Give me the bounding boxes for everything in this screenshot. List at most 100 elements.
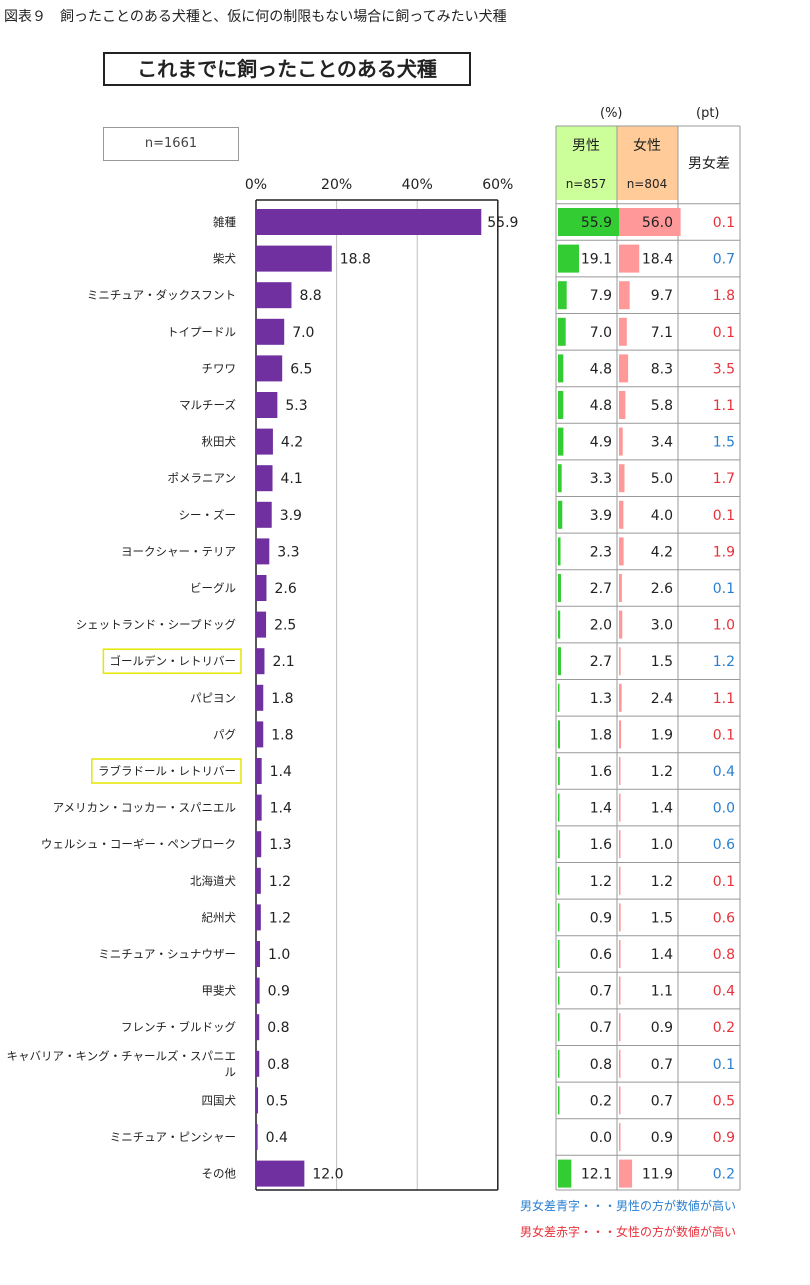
category-label: ヨークシャー・テリア [121,544,236,558]
sample-size-box: n=1661 [103,127,239,161]
x-tick-label: 40% [402,177,433,193]
category-label: シー・ズー [179,508,237,522]
female-value: 1.2 [651,764,673,780]
bar [256,245,332,272]
male-mini-bar [558,793,560,822]
diff-value: 0.1 [713,874,735,890]
diff-value: 0.1 [713,581,735,597]
diff-value: 0.1 [713,727,735,743]
female-value: 1.5 [651,654,673,670]
bar [256,392,278,418]
diff-value: 3.5 [713,361,735,377]
female-mini-bar [619,574,622,602]
female-value: 1.4 [651,801,673,817]
bar-value-label: 1.2 [269,874,291,890]
bar-value-label: 55.9 [487,215,518,231]
diff-value: 1.2 [713,654,735,670]
female-value: 11.9 [642,1167,673,1183]
bar-value-label: 0.8 [267,1057,289,1073]
x-tick-label: 60% [482,177,513,193]
figure-caption: 図表９ 飼ったことのある犬種と、仮に何の制限もない場合に飼ってみたい犬種 [4,9,507,25]
bar-value-label: 3.9 [280,508,302,524]
category-label: トイプードル [167,325,236,339]
bar [256,1014,260,1041]
category-label: マルチーズ [179,398,236,412]
male-value: 1.8 [590,727,612,743]
female-mini-bar [619,720,622,749]
diff-value: 0.7 [713,252,735,268]
bar-value-label: 0.5 [266,1093,288,1109]
male-value: 2.0 [590,618,612,634]
x-tick-label: 20% [321,177,352,193]
male-mini-bar [558,500,563,529]
bar [256,684,264,711]
male-value: 4.9 [590,435,612,451]
male-mini-bar [558,757,560,785]
male-value: 1.6 [590,764,612,780]
male-mini-bar [558,427,564,456]
diff-value: 0.2 [713,1020,735,1036]
male-mini-bar [558,354,564,383]
bar-value-label: 6.5 [290,361,312,377]
bar-value-label: 4.1 [281,471,303,487]
male-value: 7.0 [590,325,612,341]
male-value: 4.8 [590,361,612,377]
female-mini-bar [619,757,621,785]
legend-blue-note: 男女差青字・・・男性の方が数値が高い [520,1199,737,1213]
female-mini-bar [619,976,621,1005]
category-label: ミニチュア・ダックスフント [87,288,236,302]
bar [256,721,264,748]
diff-value: 0.0 [713,801,735,817]
male-mini-bar [558,281,567,310]
male-value: 0.6 [590,947,612,963]
bar [256,575,267,601]
category-label: その他 [202,1167,237,1181]
bar [256,538,270,565]
category-label: キャバリア・キング・チャールズ・スパニエ [6,1049,236,1063]
bar [256,355,283,382]
female-value: 9.7 [651,288,673,304]
male-mini-bar [558,683,560,712]
female-mini-bar [619,208,681,236]
bar [256,318,285,345]
diff-value: 1.9 [713,544,735,560]
diff-value: 1.1 [713,691,735,707]
category-label: ポメラニアン [167,471,236,485]
diff-value: 0.9 [713,1130,735,1146]
bar [256,1160,305,1187]
female-value: 56.0 [642,215,673,231]
diff-value: 1.7 [713,471,735,487]
legend-red-note: 男女差赤字・・・女性の方が数値が高い [520,1225,737,1239]
bar-value-label: 8.8 [299,288,321,304]
female-mini-bar [619,647,621,676]
female-mini-bar [619,537,624,566]
bar [256,611,267,638]
male-header: 男性 [572,138,600,154]
diff-value: 0.2 [713,1167,735,1183]
category-label: ミニチュア・シュナウザー [98,947,236,961]
diff-value: 0.4 [713,984,735,1000]
bar [256,1050,260,1077]
bar-value-label: 7.0 [292,325,314,341]
bar-value-label: 1.0 [268,947,290,963]
bar-value-label: 12.0 [312,1167,343,1183]
category-label: アメリカン・コッカー・スパニエル [53,801,236,815]
male-value: 0.0 [590,1130,612,1146]
category-label: 秋田犬 [202,435,237,449]
female-mini-bar [619,1013,621,1042]
category-label: 甲斐犬 [202,984,237,998]
female-mini-bar [619,610,623,639]
bar [256,867,261,894]
highlight-box [91,758,242,784]
female-mini-bar [619,354,629,383]
male-mini-bar [558,610,561,639]
female-mini-bar [619,683,622,712]
male-header-cell [556,126,617,200]
female-value: 1.9 [651,727,673,743]
category-label: ウェルシュ・コーギー・ペンブローク [41,837,236,851]
male-mini-bar [558,1086,560,1115]
male-mini-bar [558,976,560,1005]
male-value: 2.3 [590,544,612,560]
diff-value: 1.1 [713,398,735,414]
category-label: 北海道犬 [190,874,236,888]
